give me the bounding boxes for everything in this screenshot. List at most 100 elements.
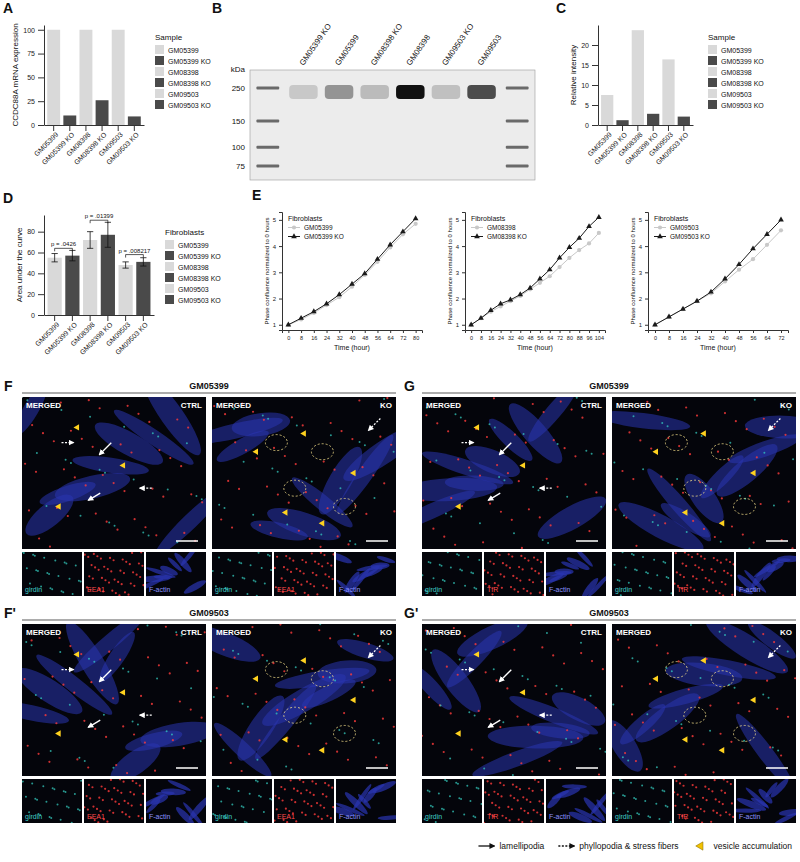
tick: 10 (581, 82, 598, 89)
girdin-signal (114, 525, 116, 527)
vesicle (89, 797, 91, 799)
girdin-signal (635, 798, 637, 800)
figure-legend: lamellipodiaphyllopodia & stress fibersv… (478, 841, 792, 852)
plot-area (48, 222, 151, 315)
image-background (274, 779, 334, 823)
vesicle (695, 578, 697, 580)
girdin-signal (40, 697, 42, 699)
axis: 0255075100 (23, 26, 44, 129)
vesicle (84, 554, 86, 556)
vesicle (379, 651, 381, 653)
tick: GM05399 KO (43, 315, 79, 356)
vesicle (304, 592, 306, 594)
image-label: MERGED (616, 628, 651, 637)
girdin-signal (787, 651, 789, 653)
vesicle (62, 684, 64, 686)
girdin-signal (443, 809, 445, 811)
axis-line (645, 213, 649, 331)
vesicle (539, 592, 541, 594)
girdin-signal (142, 531, 144, 533)
vesicle (686, 793, 688, 795)
axis-line (44, 26, 45, 126)
marker (298, 315, 304, 320)
girdin-signal (217, 785, 219, 787)
vesicle (721, 581, 723, 583)
vesicle (685, 774, 687, 776)
girdin-signal (710, 488, 712, 490)
girdin-signal (349, 540, 351, 542)
vesicle (286, 568, 288, 570)
girdin-signal (656, 766, 658, 768)
tick: 15 (581, 62, 598, 69)
girdin-signal (763, 452, 765, 454)
girdin-signal (474, 715, 476, 717)
micrograph: MERGEDKO (188, 397, 430, 549)
girdin-signal (719, 631, 721, 633)
marker (336, 291, 342, 296)
tick-mark (327, 330, 328, 333)
vesicle (301, 559, 303, 561)
vesicle (731, 594, 733, 596)
region-outline (311, 444, 333, 460)
axis-title: Time (hour) (700, 344, 736, 352)
vesicle (517, 591, 519, 593)
girdin-signal (440, 705, 442, 707)
image-label: CTRL (581, 401, 602, 410)
girdin-signal (46, 572, 48, 574)
vesicle-arrowhead (319, 747, 327, 755)
tick-mark (390, 330, 391, 333)
vesicle (276, 808, 278, 810)
girdin-signal (644, 800, 646, 802)
vesicle (674, 791, 675, 793)
vesicle (711, 790, 713, 792)
vesicle-arrowhead (455, 503, 463, 511)
girdin-signal (37, 570, 39, 572)
vesicle (513, 649, 515, 651)
legend-swatch (708, 67, 717, 76)
tick-mark (683, 125, 684, 131)
vesicle (343, 712, 345, 714)
tick-mark (491, 330, 492, 333)
tick-mark (569, 330, 570, 333)
girdin-signal (122, 668, 124, 670)
vesicle-arrowhead (252, 675, 260, 683)
vesicle (324, 573, 326, 575)
girdin-signal (31, 644, 33, 646)
girdin-signal (52, 787, 54, 789)
vesicle (102, 474, 104, 476)
channel-tile: TfR (483, 779, 544, 824)
vesicle (486, 436, 488, 438)
legend-dashed-arrow (558, 845, 574, 846)
vesicle (383, 482, 385, 484)
legend-title: Fibroblasts (288, 215, 323, 222)
girdin-signal (213, 696, 215, 698)
vesicle (536, 559, 538, 561)
vesicle (584, 699, 586, 701)
vesicle (119, 659, 121, 661)
legend-swatch (165, 284, 174, 293)
vesicle (330, 817, 332, 819)
girdin-signal (627, 759, 629, 761)
vesicle (580, 652, 582, 654)
vesicle (751, 625, 753, 627)
girdin-signal (590, 695, 592, 697)
vesicle (713, 557, 715, 559)
region-outline (711, 671, 733, 687)
legend-label: GM09503 KO (721, 102, 764, 109)
lane-label: GM09503 (476, 33, 504, 67)
tick-mark (501, 330, 502, 333)
girdin-signal (700, 677, 702, 679)
girdin-signal (171, 734, 173, 736)
vesicle (295, 820, 297, 822)
girdin-signal (152, 432, 154, 434)
girdin-signal (656, 574, 658, 576)
girdin-signal (429, 562, 431, 564)
girdin-signal (146, 625, 148, 627)
vesicle (700, 555, 702, 557)
vesicle (76, 758, 78, 760)
vesicle (127, 802, 129, 804)
marker (764, 231, 770, 236)
vesicle (134, 518, 136, 520)
channel-tile: F-actin (134, 545, 208, 596)
vesicle (306, 789, 308, 791)
